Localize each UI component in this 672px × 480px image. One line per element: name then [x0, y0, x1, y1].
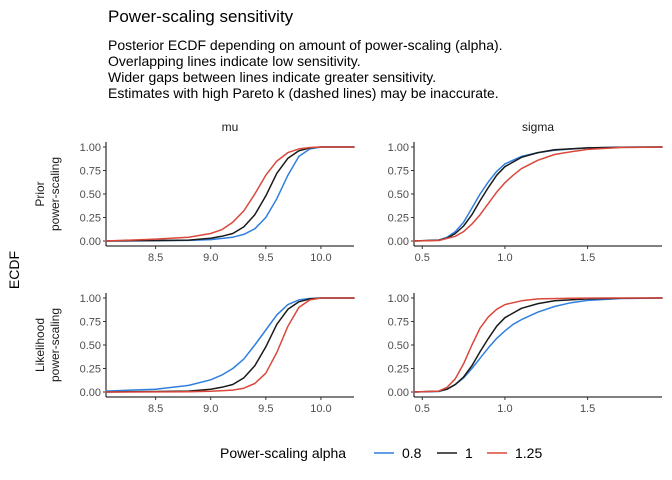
x-tick-label: 9.5	[258, 403, 273, 415]
x-tick-label: 8.5	[148, 252, 163, 264]
y-axis-label: ECDF	[6, 251, 22, 289]
y-tick-label: 0.50	[80, 189, 101, 201]
chart-title: Power-scaling sensitivity	[108, 7, 294, 26]
x-tick-label: 0.5	[415, 252, 430, 264]
row-label-0-line-0: Prior	[33, 181, 47, 206]
x-tick-label: 1.0	[497, 403, 512, 415]
x-tick-label: 1.5	[580, 252, 595, 264]
y-tick-label: 0.25	[388, 364, 409, 376]
chart-subtitle-line-4: Estimates with high Pareto k (dashed lin…	[108, 85, 499, 101]
ecdf-line-alpha-0-8	[105, 297, 355, 392]
x-tick-label: 9.5	[258, 252, 273, 264]
ecdf-line-alpha-1-25	[105, 146, 355, 242]
x-tick-label: 9.0	[203, 403, 218, 415]
ecdf-line-alpha-0-8	[413, 297, 663, 393]
legend-label-1-25: 1.25	[515, 445, 542, 461]
x-tick-label: 0.5	[415, 403, 430, 415]
x-tick-label: 8.5	[148, 403, 163, 415]
y-tick-label: 0.75	[80, 166, 101, 178]
panel-likelihood-power-scaling-sigma: 0.00 0.25 0.50 0.75 1.00 0.5 1.0 1.5	[388, 293, 663, 415]
strip-label-mu: mu	[222, 120, 239, 134]
legend: Power-scaling alpha 0.8 1 1.25	[220, 445, 542, 461]
ecdf-line-alpha-1	[105, 297, 355, 393]
legend-label-0-8: 0.8	[402, 445, 422, 461]
ecdf-line-alpha-1	[413, 297, 663, 393]
y-tick-label: 0.00	[80, 236, 101, 248]
ecdf-line-alpha-1-25	[413, 297, 663, 393]
y-tick-label: 0.50	[388, 340, 409, 352]
y-tick-label: 0.25	[388, 213, 409, 225]
x-tick-label: 1.5	[580, 403, 595, 415]
panel-likelihood-power-scaling-mu: 0.00 0.25 0.50 0.75 1.00 8.5 9.0 9.5 10.0	[80, 293, 355, 415]
y-tick-label: 0.00	[388, 236, 409, 248]
panel-prior-power-scaling-mu: 0.00 0.25 0.50 0.75 1.00 8.5 9.0 9.5 10.0	[80, 142, 355, 264]
y-tick-label: 0.00	[388, 387, 409, 399]
chart-subtitle-line-2: Overlapping lines indicate low sensitivi…	[108, 53, 361, 69]
y-tick-label: 0.50	[80, 340, 101, 352]
ecdf-line-alpha-1-25	[413, 146, 663, 242]
x-tick-label: 9.0	[203, 252, 218, 264]
y-tick-label: 0.50	[388, 189, 409, 201]
ecdf-line-alpha-0-8	[413, 146, 663, 242]
ecdf-line-alpha-1	[105, 146, 355, 242]
x-tick-label: 10.0	[310, 252, 331, 264]
x-tick-label: 1.0	[497, 252, 512, 264]
y-tick-label: 0.25	[80, 364, 101, 376]
panel-prior-power-scaling-sigma: 0.00 0.25 0.50 0.75 1.00 0.5 1.0 1.5	[388, 142, 663, 264]
y-tick-label: 0.00	[80, 387, 101, 399]
y-tick-label: 1.00	[388, 293, 409, 305]
ecdf-line-alpha-0-8	[105, 146, 355, 242]
chart-subtitle-line-1: Posterior ECDF depending on amount of po…	[108, 37, 503, 53]
legend-title: Power-scaling alpha	[220, 445, 346, 461]
y-tick-label: 1.00	[80, 293, 101, 305]
row-label-1-line-1: power-scaling	[48, 308, 62, 382]
y-tick-label: 1.00	[388, 142, 409, 154]
row-label-0-line-1: power-scaling	[48, 157, 62, 231]
y-tick-label: 0.75	[388, 166, 409, 178]
y-tick-label: 0.75	[388, 317, 409, 329]
x-tick-label: 10.0	[310, 403, 331, 415]
y-tick-label: 0.25	[80, 213, 101, 225]
strip-label-sigma: sigma	[522, 120, 554, 134]
row-label-1-line-0: Likelihood	[33, 318, 47, 372]
legend-label-1: 1	[465, 445, 473, 461]
ecdf-line-alpha-1	[413, 146, 663, 242]
y-tick-label: 0.75	[80, 317, 101, 329]
chart-subtitle-line-3: Wider gaps between lines indicate greate…	[108, 69, 436, 85]
ecdf-line-alpha-1-25	[105, 297, 355, 393]
y-tick-label: 1.00	[80, 142, 101, 154]
